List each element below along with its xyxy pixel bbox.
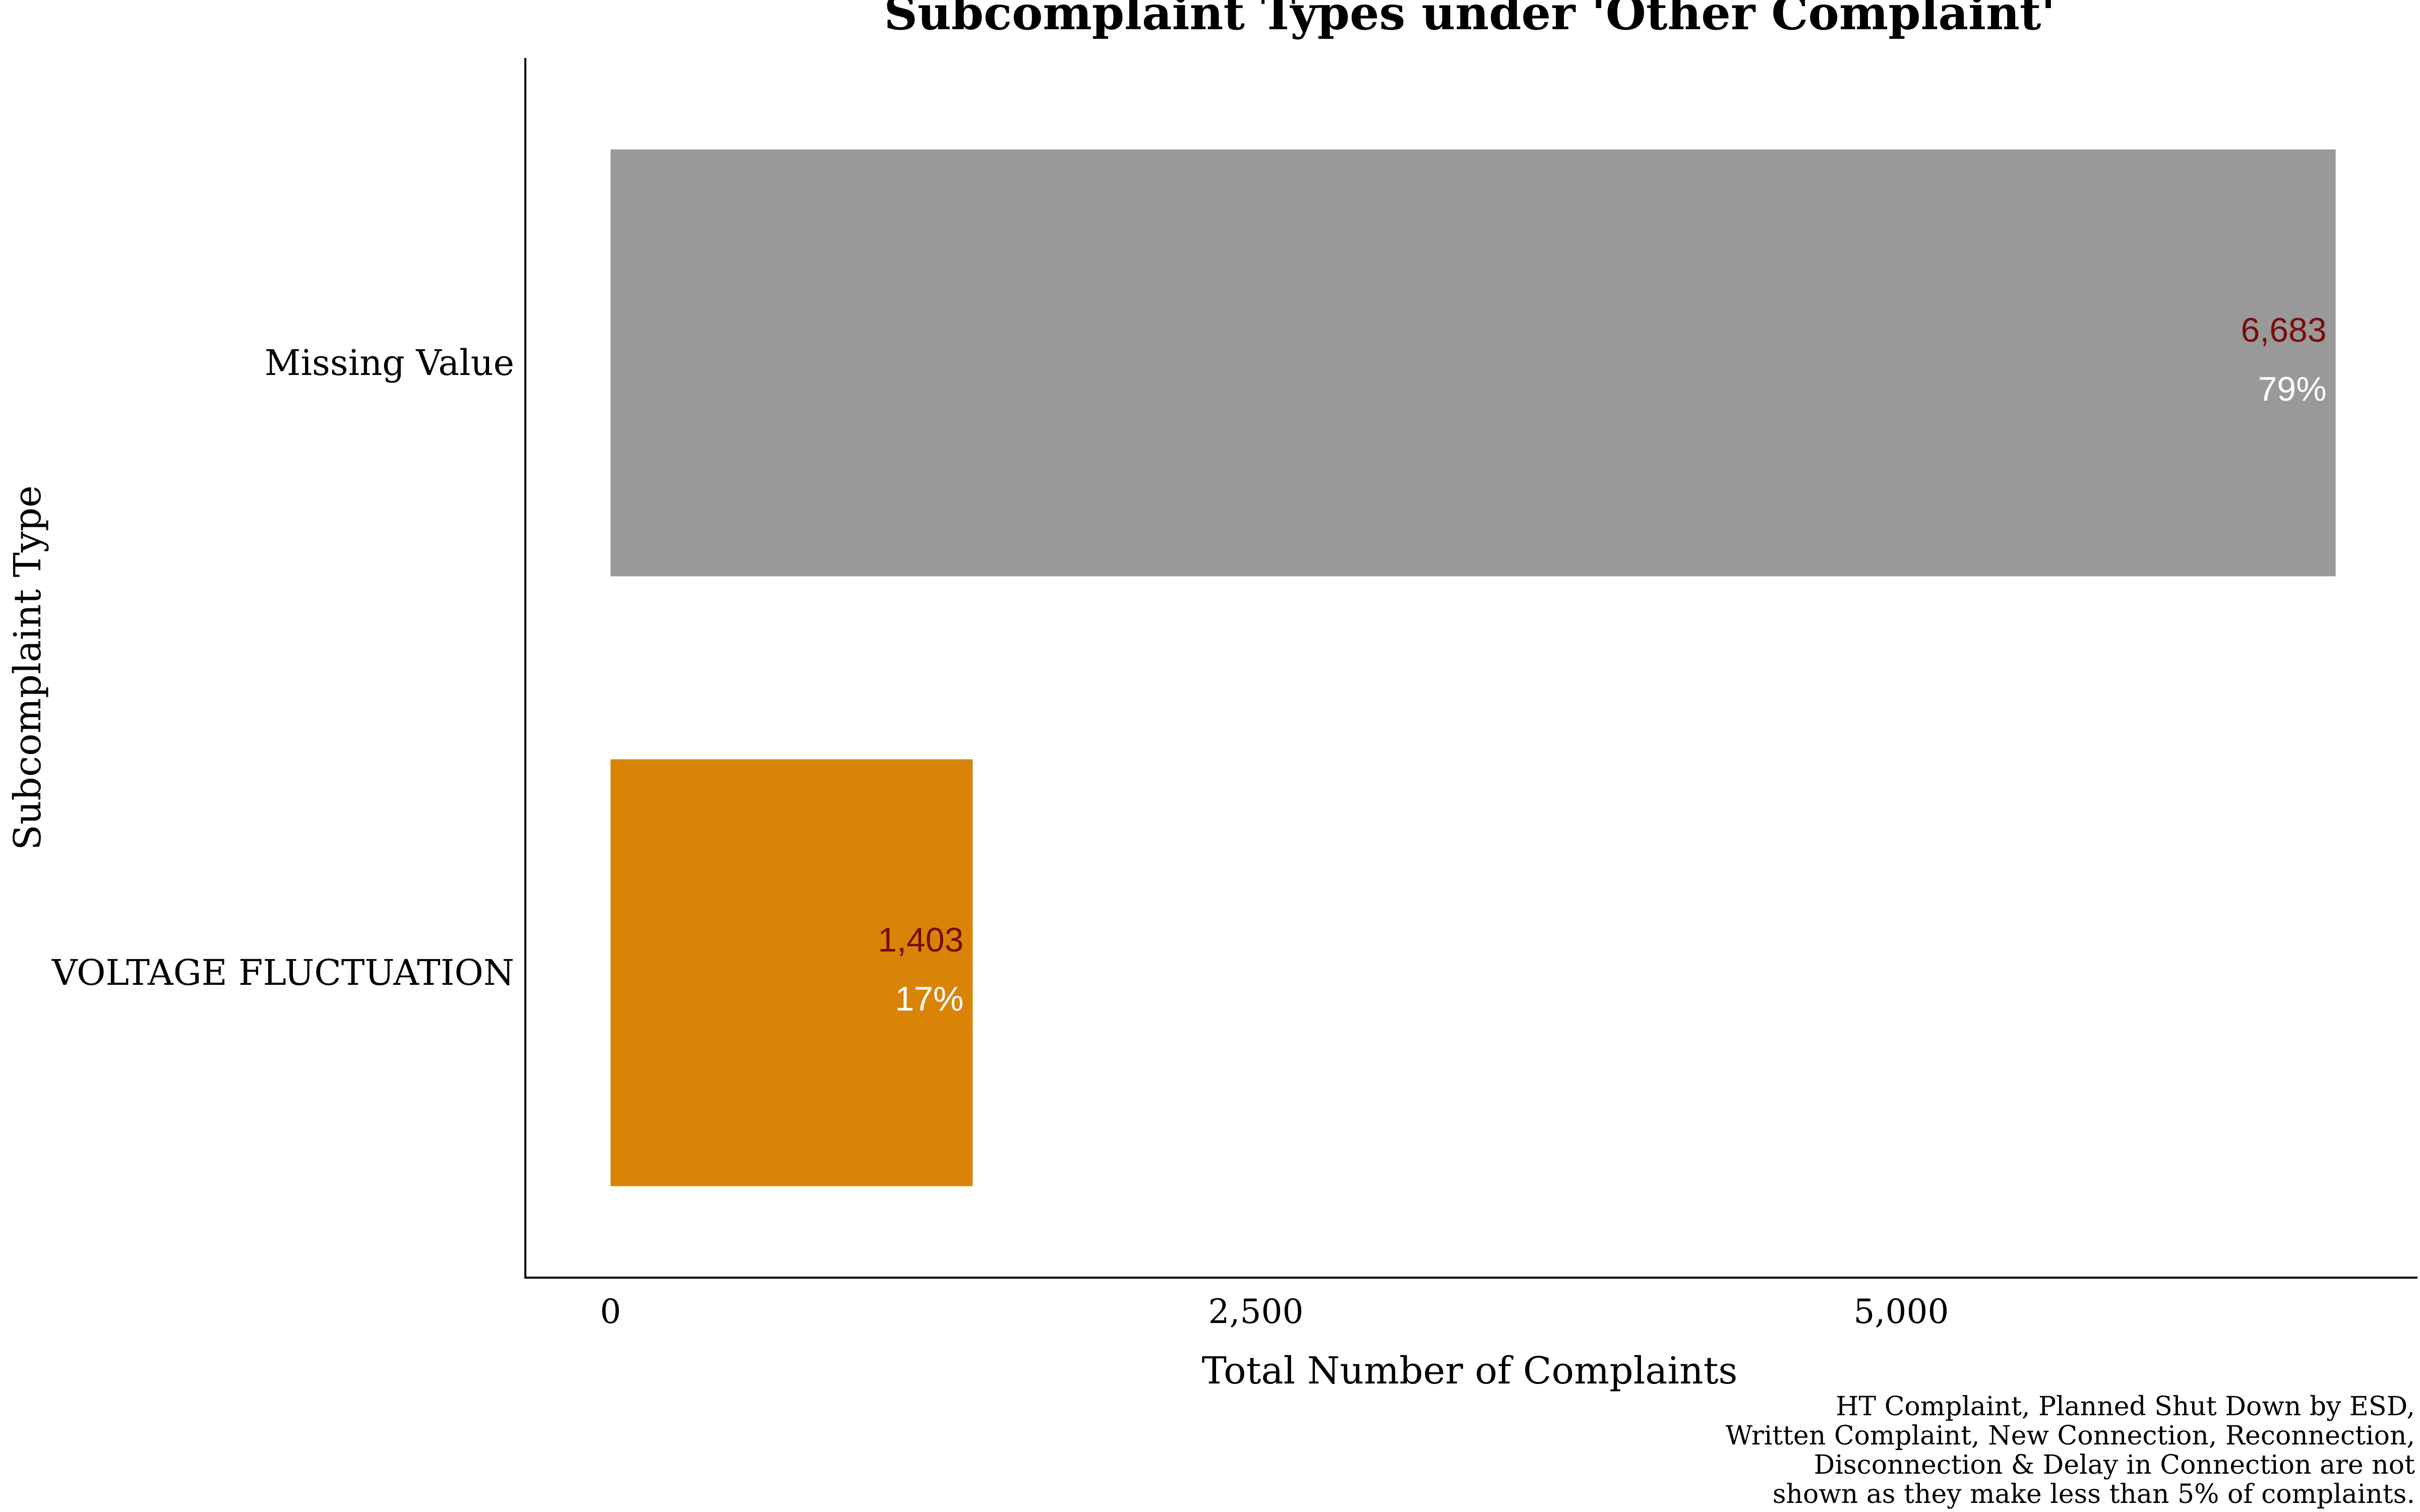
y-tick-label: Missing Value (265, 342, 514, 384)
bar-value-label: 1,403 (878, 921, 963, 959)
x-tick-label: 0 (600, 1292, 621, 1331)
y-tick-label: VOLTAGE FLUCTUATION (51, 952, 514, 993)
bar-value-label: 6,683 (2241, 311, 2327, 349)
caption-line: Disconnection & Delay in Connection are … (1814, 1450, 2415, 1480)
caption: HT Complaint, Planned Shut Down by ESD,W… (1726, 1392, 2415, 1509)
x-tick-label: 2,500 (1208, 1292, 1303, 1331)
y-axis-title: Subcomplaint Type (6, 485, 49, 850)
bar-labels-group: 6,683 79% 1,403 17% (878, 311, 2327, 1018)
x-axis-title: Total Number of Complaints (1202, 1349, 1738, 1393)
bar-percent-label: 79% (2258, 370, 2327, 408)
bar-percent-label: 17% (895, 980, 963, 1018)
y-tick-labels-group: Missing Value VOLTAGE FLUCTUATION (51, 342, 514, 993)
caption-line: Written Complaint, New Connection, Recon… (1726, 1421, 2415, 1451)
x-tick-labels-group: 0 2,500 5,000 (600, 1292, 1949, 1331)
caption-line: HT Complaint, Planned Shut Down by ESD, (1836, 1392, 2415, 1422)
bar (610, 149, 2336, 577)
caption-line: shown as they make less than 5% of compl… (1773, 1479, 2415, 1509)
x-tick-label: 5,000 (1854, 1292, 1949, 1331)
bars-group (610, 149, 2336, 1186)
bar (610, 759, 973, 1186)
chart-title: Subcomplaint Types under 'Other Complain… (884, 0, 2055, 40)
